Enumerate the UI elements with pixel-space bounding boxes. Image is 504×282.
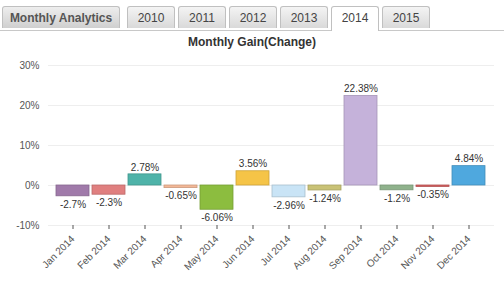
svg-text:22.38%: 22.38% — [344, 83, 378, 94]
svg-text:-2.3%: -2.3% — [96, 197, 122, 208]
html-text:2010: 2010 — [137, 11, 165, 25]
svg-text:10%: 10% — [19, 140, 39, 151]
svg-text:Apr 2014: Apr 2014 — [148, 233, 185, 270]
svg-text:-1.2%: -1.2% — [384, 193, 410, 204]
html-text:2014: 2014 — [341, 11, 369, 25]
svg-text:-1.24%: -1.24% — [309, 193, 341, 204]
svg-text:20%: 20% — [19, 100, 39, 111]
svg-text:2.78%: 2.78% — [131, 162, 159, 173]
svg-text:Sep 2014: Sep 2014 — [327, 233, 365, 271]
svg-text:30%: 30% — [19, 60, 39, 71]
svg-text:-10%: -10% — [16, 220, 39, 231]
svg-text:-0.65%: -0.65% — [165, 190, 197, 201]
html-text:Monthly Analytics: Monthly Analytics — [9, 11, 113, 25]
html-text:2011: 2011 — [189, 11, 215, 25]
svg-text:-2.7%: -2.7% — [60, 199, 86, 210]
svg-text:Aug 2014: Aug 2014 — [291, 233, 329, 271]
svg-text:Mar 2014: Mar 2014 — [111, 233, 149, 271]
svg-text:4.84%: 4.84% — [455, 153, 483, 164]
html-text:Monthly Gain(Change): Monthly Gain(Change) — [188, 35, 316, 49]
svg-text:May 2014: May 2014 — [182, 233, 221, 272]
svg-text:Oct 2014: Oct 2014 — [364, 233, 401, 270]
svg-text:Nov 2014: Nov 2014 — [399, 233, 437, 271]
html-text:2013: 2013 — [290, 11, 318, 25]
svg-text:-0.35%: -0.35% — [417, 189, 449, 200]
svg-text:-6.06%: -6.06% — [201, 212, 233, 223]
html-text:2012: 2012 — [239, 11, 267, 25]
svg-text:Jan 2014: Jan 2014 — [40, 233, 77, 270]
svg-text:-2.96%: -2.96% — [273, 200, 305, 211]
svg-text:Jul 2014: Jul 2014 — [258, 233, 293, 268]
svg-text:Dec 2014: Dec 2014 — [435, 233, 473, 271]
svg-text:3.56%: 3.56% — [239, 158, 267, 169]
svg-text:Jun 2014: Jun 2014 — [220, 233, 257, 270]
svg-text:Feb 2014: Feb 2014 — [75, 233, 113, 271]
svg-text:0%: 0% — [25, 180, 40, 191]
html-text:2015: 2015 — [392, 11, 420, 25]
